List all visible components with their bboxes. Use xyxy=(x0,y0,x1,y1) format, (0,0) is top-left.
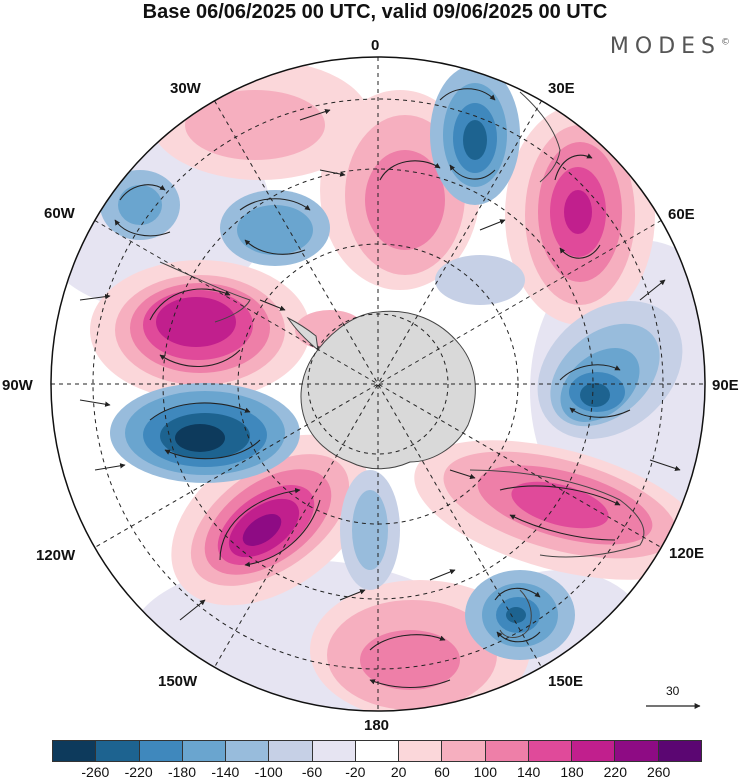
legend-swatch xyxy=(312,741,356,761)
australia-coast xyxy=(469,469,645,558)
brand-logo: MODES© xyxy=(610,34,730,59)
legend-swatch xyxy=(53,741,97,761)
legend-tick-label: -60 xyxy=(301,764,323,780)
legend-tick-label: -20 xyxy=(345,764,366,780)
graticule xyxy=(51,57,705,711)
wind-vectors xyxy=(79,88,681,689)
legend-swatch xyxy=(355,741,400,761)
chart-title: Base 06/06/2025 00 UTC, valid 09/06/2025… xyxy=(142,1,608,23)
negative-anomaly-south-america xyxy=(220,190,330,266)
legend-tick-label: -260 xyxy=(81,764,110,780)
lon-label-180: 180 xyxy=(364,717,390,734)
lon-label-120e: 120E xyxy=(669,545,705,562)
brand-text: MODES xyxy=(609,34,721,59)
legend-tick-label: 100 xyxy=(473,764,498,780)
legend-swatch xyxy=(139,741,183,761)
negative-anomaly-tasman xyxy=(465,570,575,660)
legend-swatch xyxy=(269,741,313,761)
legend-swatch xyxy=(182,741,227,761)
lon-label-120w: 120W xyxy=(36,547,76,564)
lon-label-90e: 90E xyxy=(712,377,739,394)
legend-swatch xyxy=(615,741,659,761)
legend-swatch xyxy=(226,741,270,761)
new-zealand-coast xyxy=(499,589,532,638)
lon-label-90w: 90W xyxy=(2,377,33,394)
lon-label-150w: 150W xyxy=(158,673,198,690)
legend-tick-label: -100 xyxy=(254,764,283,780)
lon-label-60e: 60E xyxy=(668,206,695,223)
map-border xyxy=(50,56,706,712)
legend-tick-label: 140 xyxy=(516,764,541,780)
anomaly-field xyxy=(51,57,705,711)
negative-anomaly-south-atlantic xyxy=(430,65,520,205)
lon-label-60w: 60W xyxy=(44,205,75,222)
south-america-coast xyxy=(159,261,251,323)
positive-anomaly-indian-ocean xyxy=(525,125,635,305)
legend-swatch xyxy=(485,741,529,761)
legend-tick-label: 60 xyxy=(434,764,450,780)
legend-swatch xyxy=(399,741,443,761)
legend-tick-label: 260 xyxy=(646,764,671,780)
lon-label-30e: 30E xyxy=(548,80,575,97)
legend-swatch xyxy=(572,741,616,761)
lon-label-30w: 30W xyxy=(170,80,201,97)
legend-tick-label: 20 xyxy=(390,764,407,780)
antarctic-peninsula xyxy=(286,316,319,352)
legend-ticks: -260 -220 -180 -140 -100 -60 -20 20 60 100 140 180 2… xyxy=(0,764,750,783)
lon-label-0: 0 xyxy=(371,37,380,54)
negative-anomaly-southeast-pacific-low xyxy=(110,383,300,483)
legend-swatch xyxy=(442,741,486,761)
legend-tick-label: 220 xyxy=(603,764,628,780)
legend-tick-label: -220 xyxy=(124,764,153,780)
legend-swatch xyxy=(528,741,573,761)
legend-swatch xyxy=(96,741,140,761)
legend-tick-label: -140 xyxy=(211,764,240,780)
legend-swatch xyxy=(658,741,701,761)
color-legend xyxy=(52,740,702,762)
positive-anomaly-pacific xyxy=(190,454,350,586)
lon-label-150e: 150E xyxy=(548,673,584,690)
wind-reference-label: 30 xyxy=(666,684,680,698)
legend-tick-label: 180 xyxy=(560,764,584,780)
positive-anomaly-australia xyxy=(443,451,677,559)
africa-coast xyxy=(519,91,561,183)
legend-tick-label: -180 xyxy=(167,764,197,780)
brand-mark: © xyxy=(721,37,730,48)
positive-anomaly-southeast-pacific xyxy=(115,275,285,385)
negative-anomaly-indian-ocean xyxy=(537,301,683,439)
